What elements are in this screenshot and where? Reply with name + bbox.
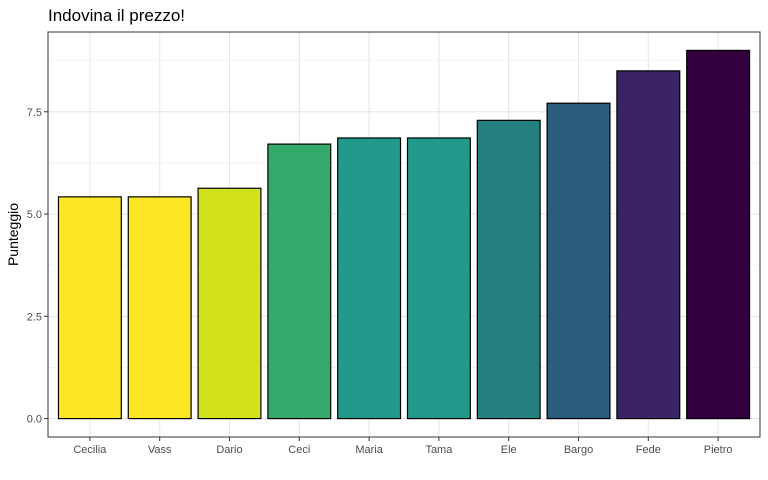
plot-border [47, 31, 761, 438]
y-axis: 0.0 2.5 5.0 7.5 [27, 107, 48, 426]
x-tick-label: Tama [425, 444, 453, 456]
x-axis: Cecilia Vass Dario Ceci Maria Tama Ele Bargo Fed… [73, 437, 732, 456]
x-tick-label: Ceci [288, 444, 310, 456]
x-tick-label: Ele [501, 444, 517, 456]
bar-pietro [686, 49, 751, 420]
x-tick-label: Bargo [564, 444, 593, 456]
bar-tama [406, 137, 471, 420]
y-tick-label: 5.0 [27, 209, 42, 221]
bars [57, 49, 751, 420]
bar-ceci [267, 143, 332, 420]
x-tick-label: Cecilia [73, 444, 107, 456]
x-tick-label: Vass [148, 444, 172, 456]
bar-cecilia [57, 196, 122, 420]
bar-ele [476, 119, 541, 420]
chart-title: Indovina il prezzo! [48, 6, 185, 25]
x-tick-label: Fede [636, 444, 661, 456]
bar-dario [197, 187, 262, 420]
x-tick-label: Maria [355, 444, 383, 456]
bar-maria [337, 137, 402, 420]
x-tick-label: Dario [216, 444, 242, 456]
y-axis-label: Punteggio [5, 203, 21, 266]
x-tick-label: Pietro [704, 444, 733, 456]
bar-fede [616, 70, 681, 420]
bar-bargo [546, 102, 611, 420]
bar-vass [127, 196, 192, 420]
y-tick-label: 7.5 [27, 107, 42, 119]
y-tick-label: 0.0 [27, 414, 42, 426]
y-tick-label: 2.5 [27, 311, 42, 323]
